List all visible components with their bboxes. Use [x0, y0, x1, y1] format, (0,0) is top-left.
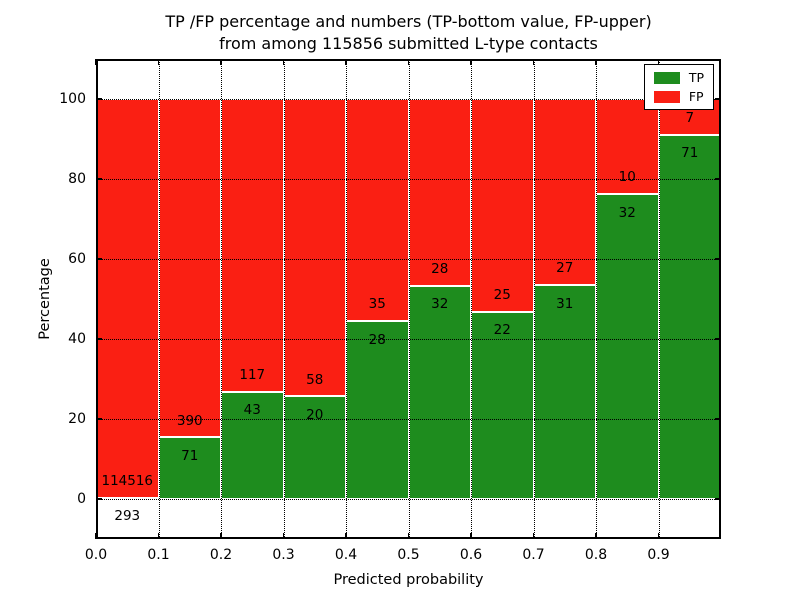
ytick-label-80: 80: [68, 171, 86, 187]
tp-count-label-0: 293: [114, 508, 141, 525]
bar-segment-tp-4: [346, 321, 409, 499]
chart-title-line2: from among 115856 submitted L-type conta…: [219, 34, 598, 53]
ytick-label-0: 0: [77, 491, 86, 507]
xtick-label-0.2: 0.2: [209, 547, 233, 563]
tp-count-label-3: 20: [306, 406, 324, 423]
fp-count-label-3: 58: [306, 371, 324, 388]
bar-segment-tp-2: [221, 391, 284, 499]
fp-count-label-6: 25: [493, 286, 511, 303]
bar-segment-fp-6: [471, 99, 534, 312]
y-axis-label: Percentage: [37, 258, 53, 340]
xtick-label-0.9: 0.9: [647, 547, 670, 563]
fp-count-label-5: 28: [431, 260, 449, 277]
bars-layer: [96, 59, 721, 539]
bar-segment-tp-7: [533, 285, 596, 499]
fp-count-label-8: 10: [618, 169, 636, 186]
fp-count-label-7: 27: [556, 260, 574, 277]
bar-segment-tp-9: [658, 134, 721, 499]
tp-swatch-icon: [653, 71, 680, 84]
xtick-label-0.1: 0.1: [147, 547, 170, 563]
legend-label-fp: FP: [688, 89, 704, 104]
bar-segment-tp-8: [596, 194, 659, 499]
fp-swatch-icon: [653, 90, 680, 103]
chart-title: TP /FP percentage and numbers (TP-bottom…: [96, 11, 721, 55]
bar-segment-fp-3: [283, 99, 346, 397]
bar-segment-fp-1: [158, 99, 221, 438]
bar-segment-fp-0: [96, 99, 159, 498]
bar-segment-tp-3: [283, 396, 346, 499]
fp-count-label-0: 114516: [101, 473, 154, 490]
ytick-label-40: 40: [68, 331, 86, 347]
xtick-label-0.6: 0.6: [459, 547, 483, 563]
fp-count-label-2: 117: [239, 366, 266, 383]
tp-count-label-7: 31: [556, 295, 574, 312]
ytick-label-20: 20: [68, 411, 86, 427]
fp-count-label-4: 35: [368, 296, 386, 313]
bar-segment-fp-5: [408, 99, 471, 286]
tp-count-label-1: 71: [181, 447, 199, 464]
chart-title-line1: TP /FP percentage and numbers (TP-bottom…: [165, 12, 652, 31]
xtick-label-0.8: 0.8: [584, 547, 608, 563]
legend-item-tp: TP: [653, 70, 704, 85]
legend: TP FP: [643, 64, 714, 110]
tp-count-label-4: 28: [368, 331, 386, 348]
x-axis-label: Predicted probability: [333, 572, 484, 588]
legend-item-fp: FP: [653, 89, 704, 104]
tp-count-label-2: 43: [243, 401, 261, 418]
xtick-label-0.4: 0.4: [334, 547, 358, 563]
legend-label-tp: TP: [688, 70, 704, 85]
xtick-label-0.3: 0.3: [272, 547, 295, 563]
ytick-label-60: 60: [68, 251, 86, 267]
fp-count-label-1: 390: [176, 412, 203, 429]
tp-count-label-6: 22: [493, 322, 511, 339]
bar-segment-fp-8: [596, 99, 659, 195]
tp-count-label-8: 32: [618, 204, 636, 221]
fp-count-label-9: 7: [685, 110, 695, 127]
bar-segment-fp-4: [346, 99, 409, 322]
bar-labels-layer: 114516 293 390 71 117 43 58 20 35 28 28 32 25 22 27 31 1…: [96, 59, 721, 539]
plot-area: 114516 293 390 71 117 43 58 20 35 28 28 32 25 22 27 31 1…: [37, 59, 721, 588]
tp-count-label-9: 71: [681, 145, 699, 162]
tp-count-label-5: 32: [431, 296, 449, 313]
xtick-label-0.0: 0.0: [84, 547, 108, 563]
xtick-label-0.5: 0.5: [397, 547, 420, 563]
xtick-label-0.7: 0.7: [522, 547, 545, 563]
bar-segment-fp-7: [533, 99, 596, 286]
ytick-label-100: 100: [59, 91, 86, 107]
